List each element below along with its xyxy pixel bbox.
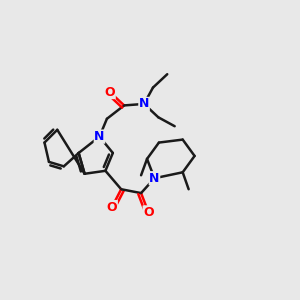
Text: O: O: [106, 201, 117, 214]
Text: O: O: [105, 85, 115, 98]
Text: N: N: [139, 98, 149, 110]
Text: N: N: [149, 172, 160, 185]
Text: N: N: [94, 130, 105, 143]
Text: O: O: [143, 206, 154, 219]
